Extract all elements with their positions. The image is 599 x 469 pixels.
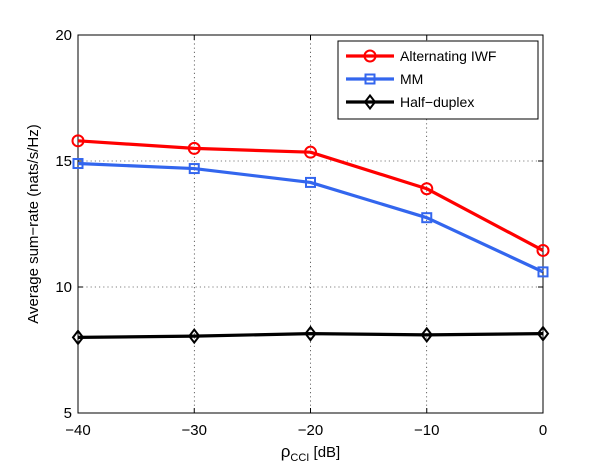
legend-circle-marker	[363, 49, 377, 63]
series-2-square-marker	[421, 212, 433, 224]
legend-entry: Half−duplex	[346, 93, 474, 111]
legend-entry: MM	[346, 71, 423, 87]
series-2-square-marker	[305, 176, 316, 188]
legend-diamond-marker	[363, 93, 377, 111]
series-2-square-marker	[188, 163, 200, 175]
axis-ticks: −40 −30 −20 −10 0 5 10 15 20	[55, 27, 547, 439]
x-tick-label: −20	[298, 422, 323, 439]
y-tick-label: 10	[55, 279, 72, 296]
series-1-circle-marker	[420, 182, 434, 196]
y-tick-label: 20	[55, 27, 72, 44]
y-tick-label: 5	[64, 405, 72, 422]
x-tick-label: 0	[539, 422, 547, 439]
x-tick-label: −30	[182, 422, 207, 439]
x-axis-label: ρCCI [dB]	[281, 442, 340, 464]
series-1-circle-marker	[71, 134, 85, 148]
series-1-circle-marker	[304, 145, 317, 159]
series-3-diamond-marker	[187, 327, 201, 345]
series-2-square-marker	[72, 158, 84, 170]
x-axis-label-subscript: CCI	[290, 452, 309, 464]
y-tick-label: 15	[55, 153, 72, 170]
legend-square-marker	[364, 73, 376, 85]
x-axis-label-unit: [dB]	[309, 444, 340, 461]
series-2-square-marker	[537, 266, 549, 278]
series-group	[71, 134, 550, 346]
y-axis-label: Average sum−rate (nats/s/Hz)	[25, 124, 42, 323]
series-3-line	[77, 332, 544, 339]
series-2-line	[77, 161, 544, 274]
series-1-circle-marker	[187, 141, 201, 155]
legend-entry: Alternating IWF	[346, 48, 496, 64]
series-3-diamond-marker	[304, 325, 317, 342]
x-axis-label-main: ρ	[281, 442, 291, 461]
series-2	[72, 158, 549, 278]
series-3-diamond-marker	[71, 329, 85, 346]
series-3	[71, 325, 550, 346]
legend-label: Half−duplex	[400, 94, 474, 110]
series-3-diamond-marker	[420, 326, 434, 344]
legend-label: MM	[400, 71, 423, 87]
legend-label: Alternating IWF	[400, 48, 496, 64]
series-1	[71, 134, 550, 257]
x-tick-label: −10	[414, 422, 439, 439]
legend: Alternating IWF MM Half−duplex	[337, 40, 539, 120]
series-1-line	[77, 139, 544, 252]
series-3-diamond-marker	[536, 325, 550, 342]
series-1-circle-marker	[536, 243, 550, 257]
x-tick-label: −40	[65, 422, 90, 439]
